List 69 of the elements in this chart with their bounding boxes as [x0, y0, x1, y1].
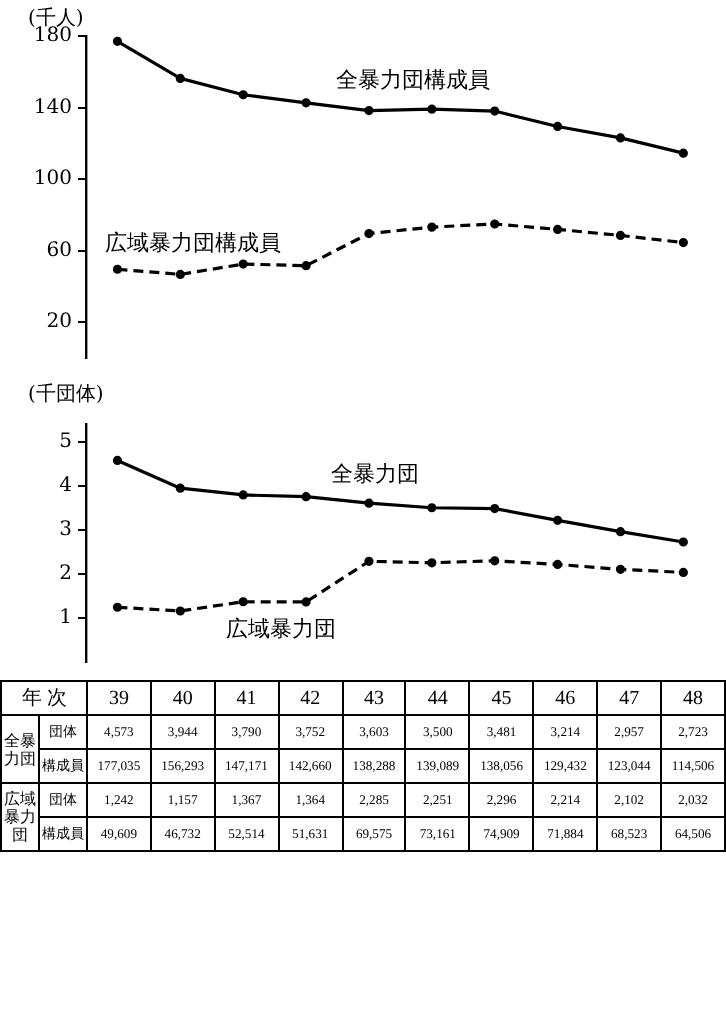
x-tick-label: 40 — [150, 681, 215, 715]
x-tick-label: 48 — [661, 681, 725, 715]
text: 全暴力団 — [1, 715, 39, 783]
point — [301, 492, 311, 502]
text: 広域暴力団 — [1, 783, 39, 851]
point — [678, 238, 688, 248]
point — [112, 36, 123, 46]
series-label: 全暴力団 — [331, 461, 420, 488]
point — [490, 556, 500, 566]
point — [301, 98, 311, 108]
x-tick-label: 44 — [405, 681, 470, 715]
point — [615, 564, 626, 574]
point — [615, 230, 626, 241]
point — [553, 121, 563, 132]
x-tick-label: 43 — [342, 681, 406, 715]
point — [175, 269, 185, 279]
point — [238, 490, 248, 500]
point — [427, 104, 437, 114]
point — [301, 597, 311, 607]
x-axis-title: 年 次 — [1, 681, 87, 715]
point — [553, 559, 563, 570]
point — [364, 556, 374, 566]
point — [553, 224, 563, 235]
point — [678, 537, 688, 547]
point — [427, 503, 437, 513]
series-label: 広域暴力団構成員 — [104, 230, 281, 257]
x-tick-label: 45 — [469, 681, 534, 715]
y-axis-title: (千団体) — [28, 381, 104, 408]
x-tick-label: 39 — [87, 681, 151, 715]
point — [490, 219, 500, 229]
y-tick-label: 3 — [59, 518, 72, 541]
y-tick-label: 5 — [59, 430, 72, 453]
point — [678, 148, 688, 158]
point — [175, 73, 185, 84]
x-tick-label: 47 — [597, 681, 662, 715]
point — [427, 558, 437, 568]
series-label: 全暴力団構成員 — [335, 67, 490, 94]
point — [364, 106, 374, 116]
y-tick-label: 180 — [33, 25, 72, 48]
point — [175, 606, 185, 616]
point — [238, 597, 248, 607]
point — [364, 498, 374, 508]
point — [490, 106, 500, 116]
point — [238, 90, 248, 100]
y-tick-label: 4 — [59, 474, 72, 497]
y-tick-label: 1 — [59, 607, 72, 630]
point — [112, 264, 123, 274]
y-tick-label: 60 — [46, 239, 72, 262]
y-tick-label: 140 — [33, 96, 72, 119]
y-tick-label: 2 — [59, 563, 72, 586]
point — [615, 527, 626, 537]
point — [175, 483, 185, 493]
point — [112, 602, 123, 612]
point — [490, 503, 500, 514]
point — [364, 228, 374, 239]
point — [301, 261, 311, 271]
x-tick-label: 46 — [533, 681, 598, 715]
point — [238, 259, 248, 269]
series-label: 広域暴力団 — [225, 615, 336, 642]
y-tick-label: 100 — [33, 168, 72, 191]
point — [553, 515, 563, 525]
point — [678, 567, 688, 578]
x-tick-label: 42 — [278, 681, 343, 715]
point — [112, 455, 123, 466]
x-tick-label: 41 — [214, 681, 279, 715]
y-axis-title: (千人) — [28, 5, 84, 30]
point — [615, 133, 626, 143]
point — [427, 222, 437, 232]
y-tick-label: 20 — [46, 311, 72, 334]
